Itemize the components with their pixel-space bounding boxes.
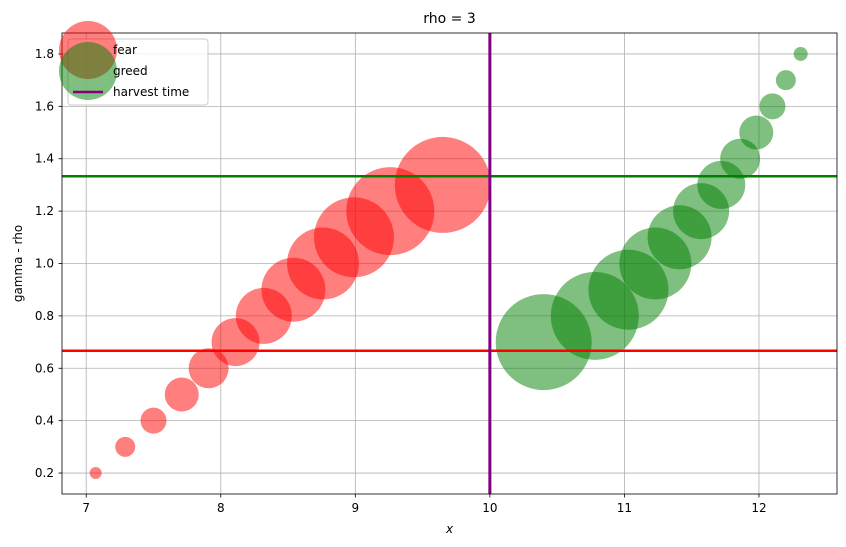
greed-point: [739, 115, 774, 150]
scatter-points: [89, 46, 808, 480]
x-tick-label: 9: [351, 501, 359, 515]
greed-point: [759, 93, 786, 120]
axis-ticks: 7 8 9 10 11 12 0.2 0.4 0.6 0.8 1.0 1.2 1.4 1.6 1.8: [35, 47, 767, 515]
y-tick-label: 0.8: [35, 309, 54, 323]
y-axis-label: gamma - rho: [11, 225, 25, 302]
reference-lines: [62, 33, 837, 494]
x-tick-label: 11: [617, 501, 632, 515]
y-tick-label: 0.4: [35, 414, 54, 428]
y-tick-label: 1.4: [35, 152, 54, 166]
x-tick-label: 7: [82, 501, 90, 515]
greed-point: [720, 138, 761, 179]
fear-point: [140, 407, 167, 434]
fear-point: [89, 467, 102, 480]
y-tick-label: 1.6: [35, 99, 54, 113]
legend-label: greed: [113, 64, 148, 78]
y-tick-label: 1.0: [35, 257, 54, 271]
greed-point: [793, 46, 808, 61]
greed-point: [775, 70, 796, 91]
x-tick-label: 10: [482, 501, 497, 515]
y-tick-label: 1.8: [35, 47, 54, 61]
y-tick-label: 0.6: [35, 361, 54, 375]
fear-point: [164, 377, 199, 412]
fear-point: [394, 136, 491, 233]
x-tick-label: 8: [217, 501, 225, 515]
x-axis-label: x: [445, 522, 454, 536]
x-tick-label: 12: [751, 501, 766, 515]
legend-label: fear: [113, 43, 137, 57]
legend-label: harvest time: [113, 85, 189, 99]
chart-title: rho = 3: [423, 11, 476, 27]
legend-marker-greed: [59, 42, 117, 100]
y-tick-label: 1.2: [35, 204, 54, 218]
fear-point: [115, 436, 136, 457]
y-tick-label: 0.2: [35, 466, 54, 480]
legend: fear greed harvest time: [59, 21, 209, 106]
